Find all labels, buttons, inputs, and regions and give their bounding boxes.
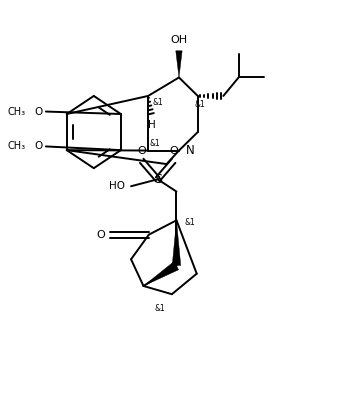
Polygon shape <box>143 261 178 286</box>
Text: O: O <box>169 146 178 156</box>
Text: CH₃: CH₃ <box>8 141 26 151</box>
Text: O: O <box>35 106 43 116</box>
Polygon shape <box>176 51 182 77</box>
Text: &1: &1 <box>184 218 195 227</box>
Polygon shape <box>172 220 181 265</box>
Text: O: O <box>137 146 146 156</box>
Text: O: O <box>97 230 105 240</box>
Text: &1: &1 <box>152 98 163 107</box>
Text: H: H <box>148 120 156 130</box>
Text: S: S <box>154 173 162 186</box>
Text: HO: HO <box>109 181 125 191</box>
Text: OH: OH <box>170 35 187 45</box>
Text: &1: &1 <box>194 100 205 109</box>
Text: O: O <box>35 141 43 151</box>
Text: &1: &1 <box>154 305 165 313</box>
Text: CH₃: CH₃ <box>8 106 26 116</box>
Text: &1: &1 <box>150 139 161 149</box>
Text: N: N <box>186 144 195 157</box>
